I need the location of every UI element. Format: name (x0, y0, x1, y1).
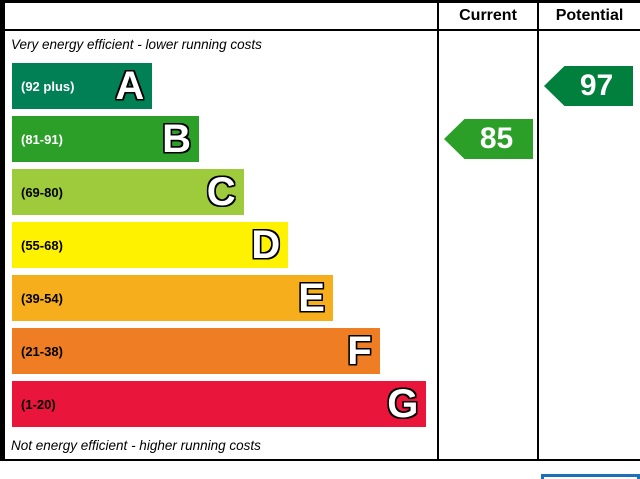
current-rating-pointer: 85 (444, 119, 533, 159)
top-caption: Very energy efficient - lower running co… (11, 37, 262, 52)
band-bar-e: (39-54) E (12, 275, 333, 321)
current-column: 85 (437, 31, 537, 459)
header-row: Current Potential (5, 3, 640, 31)
band-range-label: (1-20) (21, 396, 56, 412)
band-letter: A (115, 64, 145, 108)
potential-rating-value: 97 (579, 69, 614, 102)
band-range-label: (55-68) (21, 237, 63, 253)
band-bar-g: (1-20) G (12, 381, 427, 427)
band-row-d: (55-68) D (12, 222, 437, 268)
band-list: (92 plus) A (81-91) B (69-80) C (55-68) D (39-54… (5, 54, 437, 436)
chart-body: Very energy efficient - lower running co… (5, 31, 640, 459)
band-range-label: (81-91) (21, 131, 63, 147)
band-bar-d: (55-68) D (12, 222, 289, 268)
band-letter: B (162, 117, 191, 161)
band-row-g: (1-20) G (12, 381, 437, 427)
band-range-label: (21-38) (21, 343, 63, 359)
band-range-label: (39-54) (21, 290, 63, 306)
band-letter: D (251, 223, 281, 267)
current-column-header: Current (437, 3, 537, 29)
eu-directive-box-partial (541, 474, 640, 479)
band-letter: C (206, 170, 236, 214)
band-bar-a: (92 plus) A (12, 63, 153, 109)
band-bar-f: (21-38) F (12, 328, 380, 374)
band-row-f: (21-38) F (12, 328, 437, 374)
band-letter: E (298, 276, 325, 320)
band-letter: G (387, 382, 419, 426)
chart-frame: Current Potential Very energy efficient … (0, 0, 640, 461)
band-bar-c: (69-80) C (12, 169, 244, 215)
band-range-label: (92 plus) (21, 78, 75, 94)
potential-rating-pointer: 97 (544, 66, 633, 106)
band-row-e: (39-54) E (12, 275, 437, 321)
band-bar-b: (81-91) B (12, 116, 199, 162)
band-letter: F (347, 329, 372, 373)
potential-column: 97 (537, 31, 640, 459)
bottom-caption: Not energy efficient - higher running co… (11, 438, 261, 453)
band-row-a: (92 plus) A (12, 63, 437, 109)
band-range-label: (69-80) (21, 184, 63, 200)
potential-column-header: Potential (537, 3, 640, 29)
band-row-b: (81-91) B (12, 116, 437, 162)
band-row-c: (69-80) C (12, 169, 437, 215)
bands-column: Very energy efficient - lower running co… (5, 31, 437, 459)
current-rating-value: 85 (479, 122, 514, 155)
header-spacer (5, 3, 437, 29)
